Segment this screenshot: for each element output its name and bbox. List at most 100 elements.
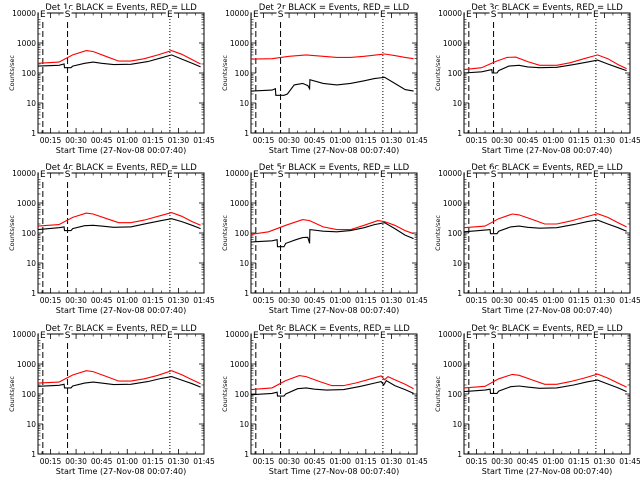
x-tick-label: 01:00 <box>329 136 351 145</box>
event-marker-label: S <box>65 331 71 341</box>
event-marker-label-bg <box>464 169 473 179</box>
event-marker-label: S <box>65 10 71 20</box>
y-axis-label: Counts/sec <box>434 215 442 251</box>
y-tick-label: 10 <box>452 259 462 268</box>
x-tick-label: 01:45 <box>619 136 640 145</box>
x-tick-label: 00:30 <box>278 296 300 305</box>
event-marker-label: S <box>65 170 71 180</box>
x-tick-label: 01:30 <box>381 136 403 145</box>
x-tick-label: 01:15 <box>142 457 164 466</box>
event-marker-label-bg <box>165 330 174 340</box>
x-tick-label: 01:45 <box>619 457 640 466</box>
x-tick-label: 01:00 <box>542 457 564 466</box>
event-marker-label-bg <box>489 169 498 179</box>
series-lld-line <box>464 373 627 389</box>
event-marker-label-bg <box>489 9 498 19</box>
x-tick-label: 01:15 <box>142 136 164 145</box>
event-marker-label: E <box>40 10 46 20</box>
panel-6: Det 6c BLACK = Events, RED = LLD 1 10 100 10… <box>434 163 640 315</box>
event-marker-label-bg <box>251 169 260 179</box>
event-marker-label: E <box>167 10 173 20</box>
y-tick-label: 10 <box>26 420 36 429</box>
x-tick-label: 01:15 <box>355 136 377 145</box>
y-tick-label: 10000 <box>438 330 462 339</box>
x-axis-label: Start Time (27-Nov-08 00:07:40) <box>56 467 186 476</box>
x-tick-label: 01:15 <box>355 296 377 305</box>
y-tick-label: 100 <box>448 390 463 399</box>
x-tick-label: 01:30 <box>594 296 616 305</box>
event-marker-label-bg <box>378 9 387 19</box>
panel-4: Det 4c BLACK = Events, RED = LLD 1 10 100 10… <box>8 163 215 315</box>
panel-title: Det 9c BLACK = Events, RED = LLD <box>471 324 623 334</box>
y-tick-label: 100 <box>235 229 250 238</box>
event-marker-label: E <box>167 331 173 341</box>
series-lld-line <box>464 54 627 71</box>
event-marker-label-bg <box>378 169 387 179</box>
event-marker-label: S <box>491 170 497 180</box>
x-tick-label: 01:45 <box>193 296 215 305</box>
panel-8: Det 8c BLACK = Events, RED = LLD 1 10 100 10… <box>221 324 428 476</box>
series-lld-line <box>251 53 414 60</box>
event-marker-label-bg <box>464 9 473 19</box>
x-tick-label: 00:45 <box>517 136 539 145</box>
y-tick-label: 1 <box>244 450 249 459</box>
y-tick-label: 1 <box>31 129 36 138</box>
x-axis-label: Start Time (27-Nov-08 00:07:40) <box>482 146 612 155</box>
series-events-line <box>251 76 414 96</box>
y-tick-label: 1000 <box>230 360 249 369</box>
event-marker-label: E <box>253 10 259 20</box>
y-tick-label: 1 <box>244 129 249 138</box>
y-tick-label: 10000 <box>438 169 462 178</box>
event-marker-label-bg <box>165 9 174 19</box>
event-marker-label-bg <box>251 9 260 19</box>
event-marker-label-bg <box>276 169 285 179</box>
y-tick-label: 1000 <box>17 360 36 369</box>
panel-title: Det 5r BLACK = Events, RED = LLD <box>259 163 410 173</box>
y-tick-label: 1000 <box>17 199 36 208</box>
panel-title: Det 3c BLACK = Events, RED = LLD <box>471 3 623 13</box>
event-marker-label-bg <box>63 330 72 340</box>
event-marker-label: S <box>278 10 284 20</box>
y-axis-label: Counts/sec <box>8 215 16 251</box>
plot-frame <box>37 333 205 455</box>
panel-title: Det 2r BLACK = Events, RED = LLD <box>259 3 410 13</box>
event-marker-label-bg <box>378 330 387 340</box>
y-tick-label: 100 <box>448 229 463 238</box>
event-marker-label-bg <box>464 330 473 340</box>
x-tick-label: 01:45 <box>406 457 428 466</box>
series-events-line <box>464 59 627 74</box>
y-axis-label: Counts/sec <box>221 55 229 91</box>
x-tick-label: 01:30 <box>594 136 616 145</box>
x-tick-label: 01:00 <box>116 136 138 145</box>
y-tick-label: 1 <box>244 289 249 298</box>
y-tick-label: 1 <box>31 450 36 459</box>
event-marker-label-bg <box>251 330 260 340</box>
x-axis-label: Start Time (27-Nov-08 00:07:40) <box>56 306 186 315</box>
x-tick-label: 01:15 <box>568 457 590 466</box>
event-marker-label: E <box>40 331 46 341</box>
x-tick-label: 01:15 <box>568 296 590 305</box>
series-lld-line <box>38 50 201 65</box>
x-tick-label: 00:15 <box>40 457 62 466</box>
series-lld-line <box>251 219 414 235</box>
event-marker-label-bg <box>591 9 600 19</box>
event-marker-label: E <box>593 10 599 20</box>
x-axis-label: Start Time (27-Nov-08 00:07:40) <box>269 146 399 155</box>
x-tick-label: 00:30 <box>491 457 513 466</box>
series-lld-line <box>464 213 627 229</box>
event-marker-label: E <box>466 10 472 20</box>
event-marker-label: S <box>278 331 284 341</box>
event-marker-label: S <box>491 331 497 341</box>
series-lld-line <box>251 375 414 391</box>
event-marker-label: E <box>380 331 386 341</box>
x-tick-label: 00:30 <box>278 136 300 145</box>
y-tick-label: 1000 <box>443 39 462 48</box>
event-marker-label-bg <box>165 169 174 179</box>
series-lld-line <box>38 212 201 227</box>
x-tick-label: 01:15 <box>142 296 164 305</box>
x-tick-label: 00:30 <box>278 457 300 466</box>
panel-7: Det 7c BLACK = Events, RED = LLD 1 10 100 10… <box>8 324 215 476</box>
event-marker-label: E <box>253 331 259 341</box>
panel-title: Det 7c BLACK = Events, RED = LLD <box>45 324 197 334</box>
x-axis-label: Start Time (27-Nov-08 00:07:40) <box>269 306 399 315</box>
